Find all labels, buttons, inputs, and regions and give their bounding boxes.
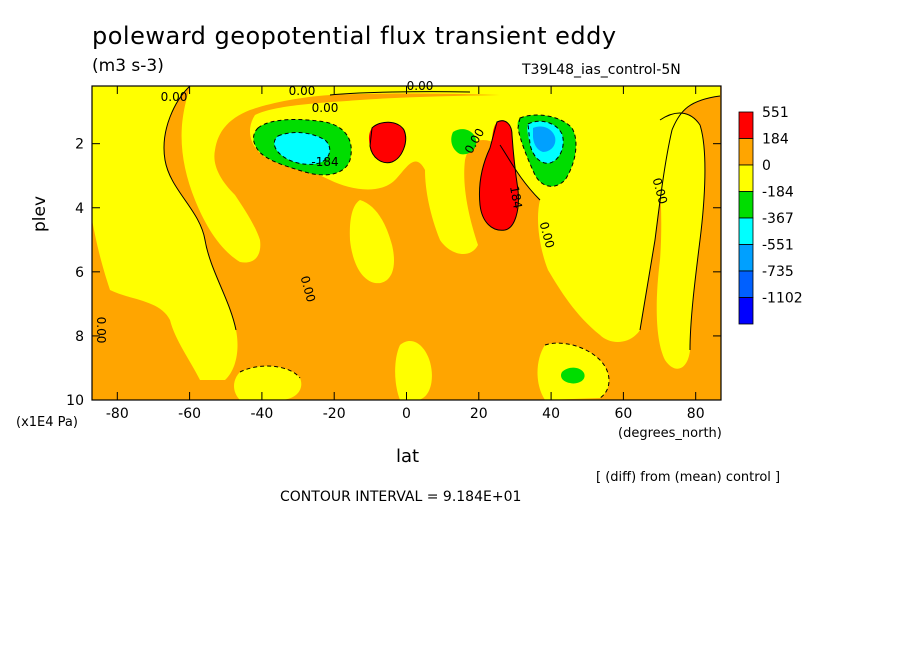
colorbar-label: -184	[762, 185, 794, 201]
contour-label: 0.00	[312, 101, 339, 115]
contour-field	[92, 86, 721, 400]
colorbar-label: 0	[762, 158, 771, 174]
colorbar-swatch	[738, 297, 754, 325]
colorbar-swatch	[738, 191, 754, 219]
colorbar-label: -551	[762, 238, 794, 254]
colorbar-label: -735	[762, 264, 794, 280]
colorbar-swatch	[738, 244, 754, 272]
fill-negative-sh-core	[274, 132, 330, 165]
fill-near-zero-west	[92, 86, 238, 380]
x-tick-label: -60	[178, 406, 201, 422]
contour-interval: CONTOUR INTERVAL = 9.184E+01	[280, 489, 522, 505]
fill-near-zero-east	[656, 113, 705, 369]
axis-ticks: -80 -60 -40 -20 0 20 40 60 80 2 4 6 8 10	[66, 86, 721, 422]
chart-units: (m3 s-3)	[92, 56, 164, 76]
diff-note: [ (diff) from (mean) control ]	[596, 470, 781, 485]
fill-negative-lower-nh	[560, 367, 585, 384]
x-tick-label: 60	[614, 406, 632, 422]
contour-label: 0.00	[650, 176, 670, 205]
fill-negative-nh-strong	[533, 126, 556, 152]
x-tick-label: 80	[687, 406, 705, 422]
colorbar-label: -367	[762, 211, 794, 227]
fill-negative-small-sh	[451, 129, 477, 155]
contour-label: 0.00	[407, 79, 434, 93]
fill-strong-positive-nh	[479, 120, 519, 231]
x-tick-label: 40	[542, 406, 560, 422]
contour-labels: 0.00 0.00 0.000.000.000.000.000.000.00-184…	[94, 79, 670, 343]
colorbar-swatch	[738, 138, 754, 166]
fill-near-zero-mid	[349, 200, 395, 284]
fill-near-zero-lower-west	[234, 366, 302, 400]
colorbar-swatch	[738, 164, 754, 192]
x-tick-label: 20	[470, 406, 488, 422]
contour-label: 184	[507, 185, 525, 210]
fill-strong-positive-eq	[368, 122, 406, 163]
x-tick-label: 0	[402, 406, 411, 422]
contour-label: -184	[311, 155, 338, 169]
fill-near-zero-lower-center	[395, 341, 432, 400]
colorbar: 551 184 0 -184 -367 -551 -735 -1102	[738, 105, 803, 325]
colorbar-label: -1102	[762, 291, 803, 307]
y-tick-label: 6	[75, 265, 84, 281]
x-axis-label: lat	[396, 446, 420, 467]
colorbar-swatch	[738, 217, 754, 245]
contour-label: 0.00	[298, 274, 318, 303]
colorbar-swatch	[738, 111, 754, 139]
contour-lines	[92, 86, 721, 399]
y-tick-label: 8	[75, 329, 84, 345]
chart-title: poleward geopotential flux transient edd…	[92, 22, 617, 50]
contour-label: 0.00	[289, 84, 316, 98]
x-tick-label: -40	[250, 406, 273, 422]
colorbar-label: 551	[762, 105, 789, 121]
x-axis-units: (degrees_north)	[618, 426, 722, 441]
y-axis-units: (x1E4 Pa)	[16, 415, 78, 430]
y-tick-label: 4	[75, 201, 84, 217]
colorbar-label: 184	[762, 132, 789, 148]
contour-label: 0.00	[94, 317, 108, 344]
run-label: T39L48_ias_control-5N	[522, 62, 681, 78]
y-tick-label: 2	[75, 137, 84, 153]
contour-label: 0.00	[161, 90, 188, 104]
y-tick-label: 10	[66, 393, 84, 409]
colorbar-swatch	[738, 270, 754, 298]
contour-label: 0.00	[537, 220, 557, 249]
x-tick-label: -20	[323, 406, 346, 422]
x-tick-label: -80	[106, 406, 129, 422]
